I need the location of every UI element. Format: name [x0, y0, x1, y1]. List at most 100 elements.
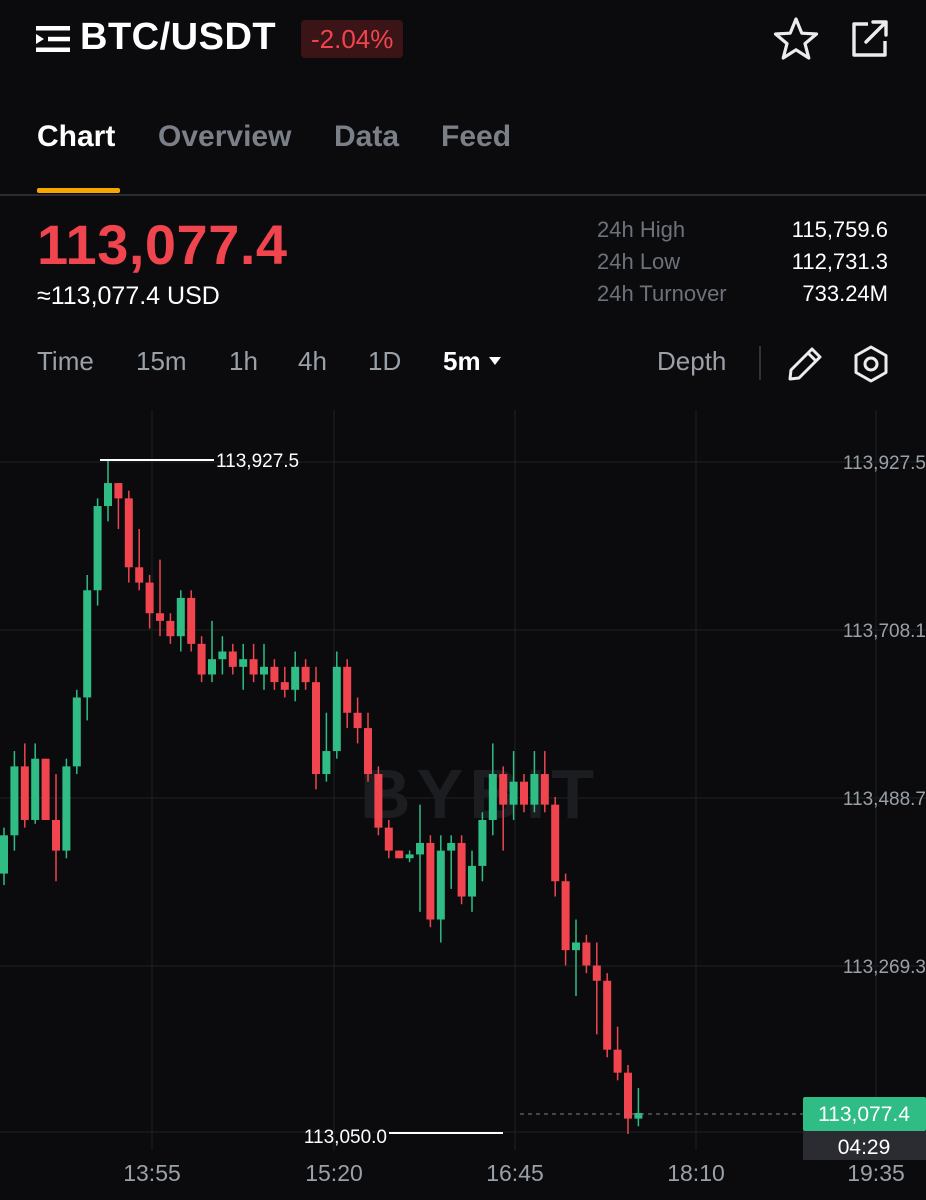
y-tick-label: 113,708.1 — [843, 621, 926, 642]
candlestick-chart[interactable]: BYBIT 113,927.5 113,708.1 113,488.7 113,… — [0, 410, 926, 1200]
x-tick-label: 18:10 — [667, 1160, 725, 1186]
candle-down — [426, 842, 435, 920]
candle-down — [280, 682, 289, 690]
candle-down — [301, 666, 310, 683]
x-tick-label: 19:35 — [847, 1160, 905, 1186]
tab-chart[interactable]: Chart — [37, 120, 116, 153]
stat-value-24h-high: 115,759.6 — [791, 217, 888, 242]
candle-up — [332, 666, 341, 752]
candle-down — [312, 682, 320, 775]
toolbar-divider — [759, 346, 761, 380]
candle-down — [499, 774, 508, 805]
candle-down — [41, 758, 50, 820]
current-price-badge-text: 113,077.4 — [818, 1103, 910, 1126]
interval-time[interactable]: Time — [37, 346, 94, 376]
candle-up — [405, 854, 414, 859]
candle-up — [176, 597, 185, 637]
candle-down — [592, 965, 601, 981]
candle-countdown-badge — [803, 1131, 926, 1160]
candle-down — [52, 819, 60, 851]
candle-up — [530, 774, 539, 805]
interval-5m-selected[interactable]: 5m — [443, 346, 481, 376]
candle-down — [249, 659, 258, 675]
y-tick-label: 113,488.7 — [843, 789, 926, 810]
candle-down — [582, 942, 591, 966]
tab-feed[interactable]: Feed — [441, 120, 512, 153]
candle-countdown-text: 04:29 — [838, 1136, 891, 1159]
candle-up — [509, 781, 518, 805]
last-price: 113,077.4 — [37, 213, 288, 276]
candle-up — [0, 835, 8, 874]
stat-label-24h-turnover: 24h Turnover — [597, 281, 727, 306]
low-price-label: 113,050.0 — [304, 1127, 387, 1148]
menu-icon[interactable] — [36, 24, 70, 54]
interval-4h[interactable]: 4h — [298, 346, 327, 376]
candle-up — [436, 850, 445, 920]
candle-down — [384, 827, 393, 851]
tab-divider — [0, 194, 926, 196]
candle-up — [72, 697, 81, 767]
candle-up — [260, 666, 268, 675]
candle-up — [218, 651, 227, 660]
candle-up — [478, 819, 487, 866]
depth-button[interactable]: Depth — [657, 346, 727, 376]
share-icon[interactable] — [848, 18, 892, 60]
x-tick-label: 13:55 — [123, 1160, 181, 1186]
candle-up — [488, 774, 497, 820]
tab-data[interactable]: Data — [334, 120, 400, 153]
candle-up — [468, 865, 476, 897]
candle-down — [374, 774, 383, 828]
candle-down — [551, 804, 560, 882]
current-price-badge — [803, 1097, 926, 1131]
candle-up — [291, 666, 300, 690]
candle-down — [364, 728, 372, 775]
interval-1d[interactable]: 1D — [368, 346, 402, 376]
candle-up — [62, 766, 71, 851]
candle-down — [145, 582, 154, 614]
candle-down — [156, 613, 164, 621]
candles-group — [0, 460, 643, 1134]
candle-down — [135, 567, 144, 583]
candle-down — [457, 842, 466, 897]
candle-down — [353, 712, 362, 729]
trading-pair-title[interactable]: BTC/USDT — [80, 16, 277, 58]
candle-up — [322, 751, 331, 775]
candle-down — [197, 643, 206, 675]
active-tab-indicator — [37, 188, 120, 193]
candle-down — [603, 980, 612, 1050]
candle-down — [624, 1072, 632, 1119]
stat-value-24h-turnover: 733.24M — [802, 281, 888, 306]
candle-down — [520, 781, 528, 805]
candle-down — [540, 774, 549, 805]
candle-up — [93, 506, 102, 591]
candle-down — [114, 483, 123, 499]
candle-down — [395, 850, 404, 859]
usd-equivalent-price: ≈113,077.4 USD — [37, 282, 220, 310]
star-icon[interactable] — [772, 16, 820, 60]
candle-down — [187, 597, 196, 644]
candle-down — [20, 766, 29, 820]
candle-up — [10, 766, 19, 836]
interval-15m[interactable]: 15m — [136, 346, 187, 376]
pencil-icon[interactable] — [786, 344, 826, 382]
x-tick-label: 15:20 — [305, 1160, 363, 1186]
y-tick-label: 113,927.5 — [843, 453, 926, 474]
candle-down — [613, 1049, 622, 1073]
candle-down — [166, 620, 175, 637]
candle-up — [572, 942, 580, 951]
interval-1h[interactable]: 1h — [229, 346, 258, 376]
x-tick-label: 16:45 — [486, 1160, 544, 1186]
candle-up — [239, 659, 248, 667]
high-price-label: 113,927.5 — [216, 451, 299, 472]
tab-overview[interactable]: Overview — [158, 120, 292, 153]
y-tick-label: 113,269.3 — [843, 957, 926, 978]
candle-up — [208, 659, 216, 675]
settings-hexagon-icon[interactable] — [851, 344, 891, 384]
candle-down — [228, 651, 237, 667]
stat-label-24h-high: 24h High — [597, 217, 686, 242]
candle-down — [561, 881, 570, 951]
candle-up — [31, 758, 40, 820]
candle-down — [343, 666, 352, 713]
candle-up — [83, 590, 92, 698]
caret-down-icon[interactable] — [488, 356, 502, 366]
